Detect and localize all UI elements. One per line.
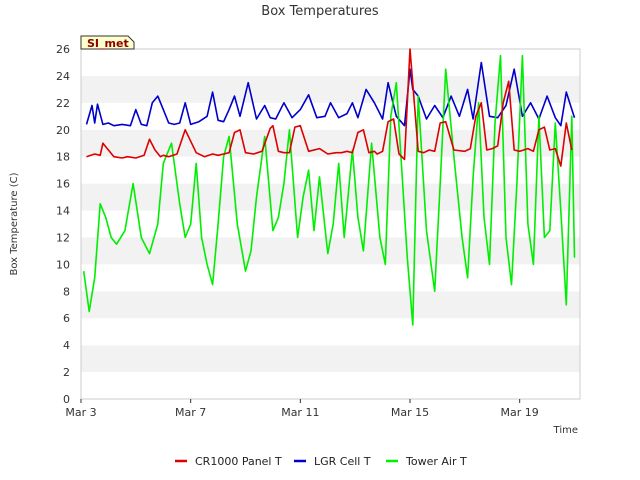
x-tick-labels: Mar 3 Mar 7 Mar 11 Mar 15 Mar 19 (65, 399, 539, 419)
series-lines (82, 48, 576, 326)
y-tick-label: 10 (56, 258, 70, 271)
y-tick-label: 8 (63, 285, 70, 298)
y-tick-label: 2 (63, 366, 70, 379)
y-tick-label: 6 (63, 312, 70, 325)
x-tick-label: Mar 15 (391, 406, 429, 419)
y-tick-label: 14 (56, 205, 70, 218)
series-line-2 (82, 54, 576, 326)
series-line-0 (86, 48, 573, 167)
grid-band (81, 345, 580, 373)
x-tick-label: Mar 11 (281, 406, 319, 419)
legend-label: CR1000 Panel T (195, 455, 282, 468)
grid-band (81, 210, 580, 238)
x-tick-label: Mar 3 (65, 406, 96, 419)
grid-bands (81, 49, 580, 399)
x-tick-label: Mar 7 (175, 406, 206, 419)
grid-band (81, 318, 580, 346)
site-tag-label: SI_met (87, 37, 129, 50)
grid-band (81, 49, 580, 76)
grid-band (81, 183, 580, 211)
series-line-1 (85, 61, 576, 127)
legend-label: LGR Cell T (314, 455, 371, 468)
y-axis-label: Box Temperature (C) (9, 172, 20, 275)
y-tick-label: 24 (56, 70, 70, 83)
y-tick-label: 22 (56, 97, 70, 110)
site-tag: SI_met (80, 35, 135, 50)
y-tick-label: 26 (56, 43, 70, 56)
x-tick-label: Mar 19 (501, 406, 539, 419)
chart-title: Box Temperatures (261, 4, 379, 19)
y-tick-label: 16 (56, 178, 70, 191)
legend-label: Tower Air T (405, 455, 467, 468)
grid-band (81, 372, 580, 399)
y-tick-label: 18 (56, 151, 70, 164)
grid-band (81, 264, 580, 292)
legend: CR1000 Panel T LGR Cell T Tower Air T (175, 455, 467, 468)
y-tick-label: 12 (56, 231, 70, 244)
y-tick-label: 20 (56, 124, 70, 137)
site-tag-box (80, 35, 135, 50)
plot-frame (80, 48, 581, 400)
y-tick-label: 4 (63, 339, 70, 352)
x-axis-label: Time (553, 425, 578, 436)
y-tick-label: 0 (63, 393, 70, 406)
grid-band (81, 129, 580, 157)
grid-band (81, 291, 580, 319)
grid-band (81, 156, 580, 184)
